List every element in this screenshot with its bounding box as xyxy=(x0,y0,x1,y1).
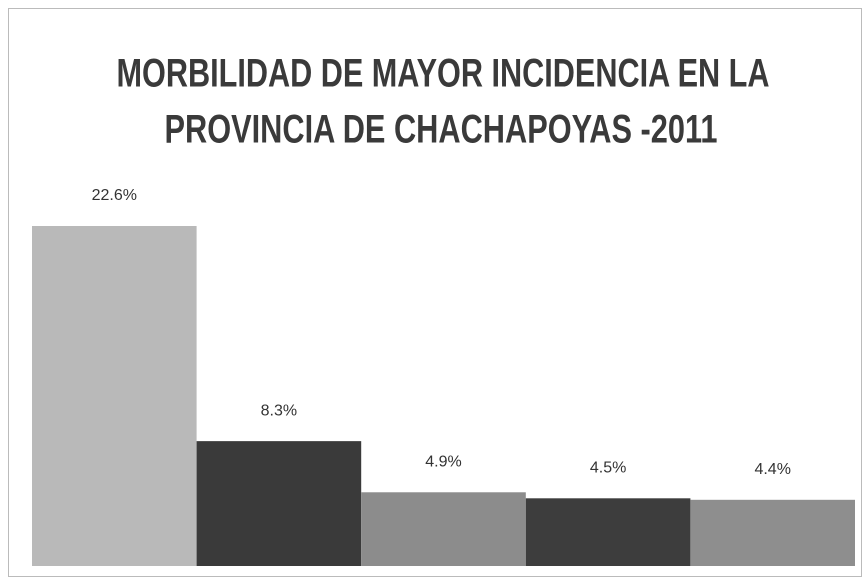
bar xyxy=(525,498,691,566)
value-label: 4.9% xyxy=(425,454,461,471)
value-label: 4.4% xyxy=(754,461,790,478)
bar xyxy=(32,226,197,566)
bar xyxy=(361,492,526,566)
value-label: 22.6% xyxy=(92,187,137,204)
value-label: 8.3% xyxy=(261,402,297,419)
bar xyxy=(196,441,362,566)
chart-title: PROVINCIA DE CHACHAPOYAS -2011 xyxy=(165,108,718,152)
value-label: 4.5% xyxy=(590,460,626,477)
bar xyxy=(690,499,855,566)
chart-title: MORBILIDAD DE MAYOR INCIDENCIA EN LA xyxy=(117,52,770,96)
